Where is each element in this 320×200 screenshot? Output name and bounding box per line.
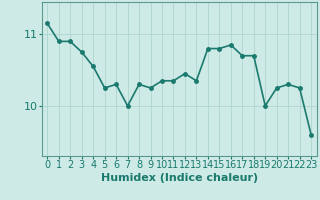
X-axis label: Humidex (Indice chaleur): Humidex (Indice chaleur) <box>100 173 258 183</box>
